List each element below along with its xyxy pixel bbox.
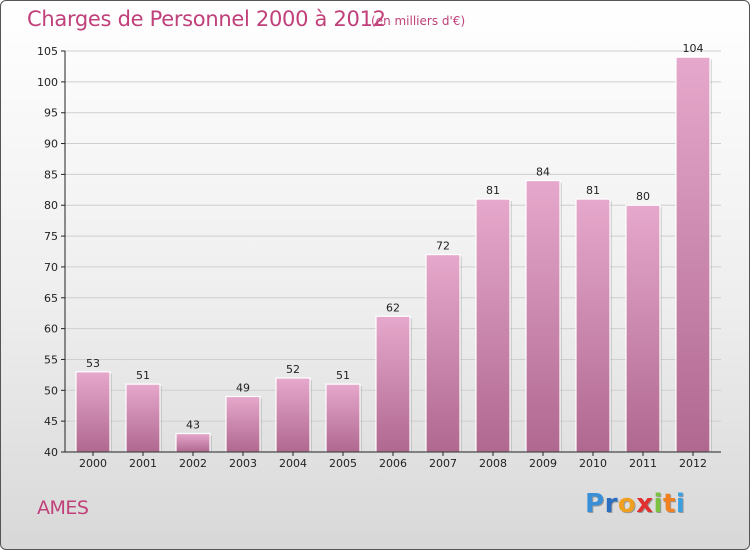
bar-value-label: 43 (186, 418, 200, 431)
x-tick-label: 2000 (79, 457, 107, 470)
bar-value-label: 104 (683, 42, 704, 55)
y-tick-label: 40 (44, 446, 58, 459)
axes: 40 45 50 55 60 65 70 75 80 85 90 95 100 105 2000 2001 20… (37, 45, 721, 470)
y-tick-label: 80 (44, 199, 58, 212)
x-tick-label: 2007 (429, 457, 457, 470)
commune-name: AMES (37, 497, 89, 519)
bar-value-label: 72 (436, 240, 450, 253)
bar-value-label: 84 (536, 166, 550, 179)
y-tick-label: 60 (44, 323, 58, 336)
x-tick-label: 2010 (579, 457, 607, 470)
logo-letter: t (662, 489, 676, 519)
bar-value-label: 62 (386, 301, 400, 314)
x-tick-label: 2011 (629, 457, 657, 470)
bar (325, 383, 361, 453)
y-tick-label: 50 (44, 384, 58, 397)
bar (75, 371, 111, 453)
logo-letter: P (585, 489, 605, 519)
logo-letter: o (617, 489, 637, 519)
y-tick-label: 105 (37, 45, 58, 58)
y-tick-label: 55 (44, 353, 58, 366)
bar (175, 432, 211, 453)
bar (525, 179, 561, 453)
bar-value-label: 51 (336, 369, 350, 382)
bar-value-label: 49 (236, 381, 250, 394)
bar (675, 56, 711, 453)
bar-value-label: 81 (586, 184, 600, 197)
y-tick-label: 75 (44, 230, 58, 243)
bar (475, 198, 511, 453)
y-tick-label: 70 (44, 261, 58, 274)
bar (375, 315, 411, 453)
logo-letter: x (636, 489, 654, 519)
bar (575, 198, 611, 453)
x-tick-label: 2005 (329, 457, 357, 470)
proxiti-logo: Proxiti (585, 489, 685, 519)
logo-letter: r (604, 489, 618, 519)
bar-value-label: 52 (286, 363, 300, 376)
bars: 53 51 43 49 52 51 62 72 81 84 81 80 104 (75, 42, 712, 453)
y-tick-label: 100 (37, 76, 58, 89)
x-tick-label: 2012 (679, 457, 707, 470)
bar (275, 377, 311, 453)
chart-subtitle: (en milliers d'€) (371, 14, 466, 28)
y-tick-label: 95 (44, 107, 58, 120)
chart-title: Charges de Personnel 2000 à 2012 (27, 7, 386, 31)
bar (125, 383, 161, 453)
y-tick-label: 85 (44, 168, 58, 181)
y-tick-label: 65 (44, 292, 58, 305)
x-tick-label: 2003 (229, 457, 257, 470)
y-tick-label: 45 (44, 415, 58, 428)
logo-letter: i (653, 489, 663, 519)
x-tick-label: 2008 (479, 457, 507, 470)
y-tick-label: 90 (44, 138, 58, 151)
bar-value-label: 51 (136, 369, 150, 382)
bar (625, 204, 661, 453)
bar-value-label: 80 (636, 190, 650, 203)
x-tick-label: 2002 (179, 457, 207, 470)
bar-value-label: 81 (486, 184, 500, 197)
x-tick-label: 2001 (129, 457, 157, 470)
bar (425, 253, 461, 453)
x-tick-label: 2006 (379, 457, 407, 470)
bar (225, 395, 261, 453)
bar-value-label: 53 (86, 357, 100, 370)
x-tick-label: 2009 (529, 457, 557, 470)
logo-letter: i (675, 489, 686, 519)
x-tick-label: 2004 (279, 457, 307, 470)
